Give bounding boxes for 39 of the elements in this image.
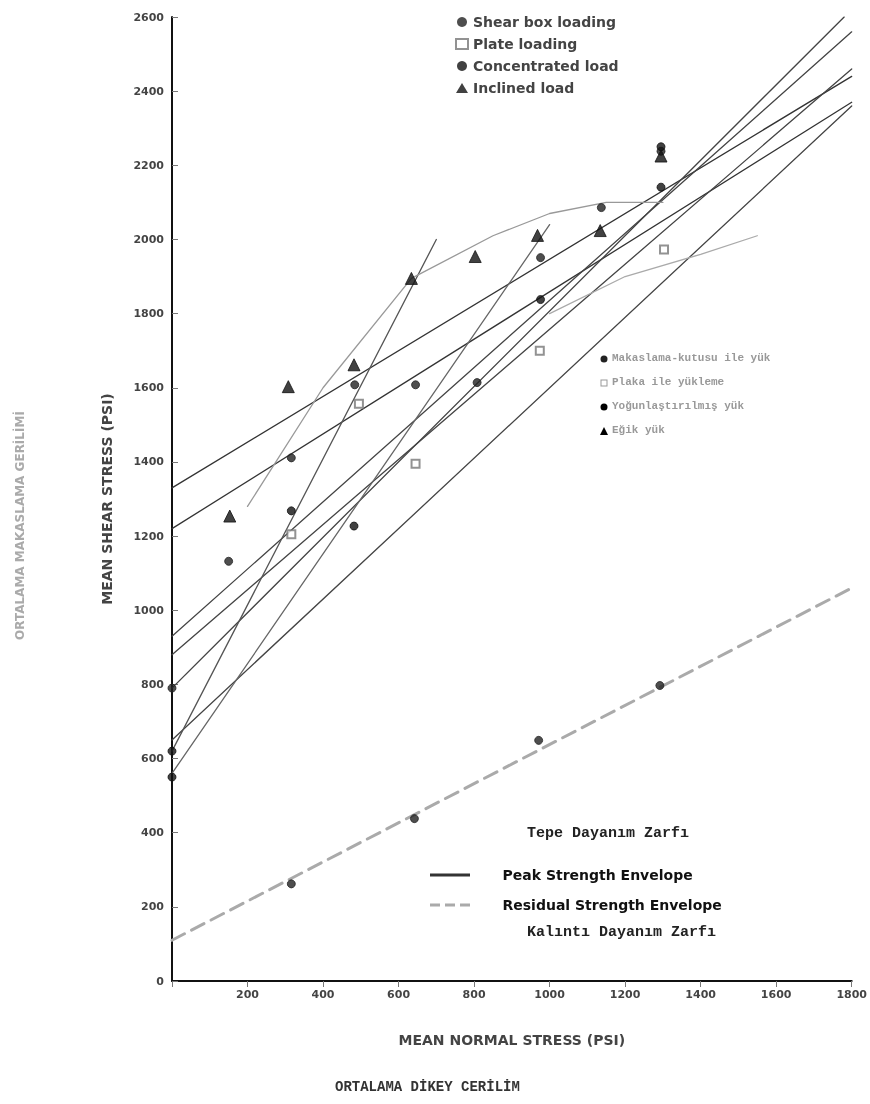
x-tick-label: 1600	[760, 988, 792, 1001]
annotation: Tepe Dayanım Zarfı	[527, 825, 690, 842]
y-tick-label: 1400	[133, 455, 165, 469]
y-tick-label: 1000	[133, 603, 165, 617]
annotation: Kalıntı Dayanım Zarfı	[527, 924, 717, 941]
y-tick-label: 0	[156, 974, 165, 988]
legend-label: Peak Strength Envelope	[502, 867, 693, 883]
x-tick-label: 1800	[836, 988, 868, 1001]
x-tick-label: 800	[462, 988, 486, 1001]
y-tick-label: 800	[141, 677, 165, 691]
x-tick-label: 400	[311, 988, 335, 1001]
annotation: Eğik yük	[612, 423, 666, 436]
y-axis-title: MEAN SHEAR STRESS (PSI)	[99, 393, 115, 605]
y-tick-label: 2000	[133, 232, 165, 246]
x-tick-label: 600	[387, 988, 411, 1001]
annotation: Plaka ile yükleme	[612, 375, 725, 388]
y-tick-label: 2600	[133, 10, 165, 24]
y-tick-label: 200	[141, 900, 165, 914]
text: ORTALAMA MAKASLAMA GERİLİMİ	[12, 411, 27, 640]
legend-label: Residual Strength Envelope	[502, 897, 722, 913]
legend-label: Concentrated load	[473, 58, 619, 74]
x-tick-label: 1400	[685, 988, 717, 1001]
y-tick-label: 1200	[133, 529, 165, 543]
annotation: Makaslama-kutusu ile yük	[612, 351, 771, 364]
x-tick-label: 1200	[609, 988, 641, 1001]
y-tick-label: 1600	[133, 381, 165, 395]
y-tick-label: 1800	[133, 307, 165, 321]
text: ORTALAMA DİKEY CERİLİM	[335, 1079, 520, 1095]
y-tick-label: 600	[141, 752, 165, 766]
y-tick-label: 2200	[133, 158, 165, 172]
legend-label: Inclined load	[473, 80, 575, 96]
x-tick-label: 200	[236, 988, 260, 1001]
annotation: Yoğunlaştırılmış yük	[612, 399, 745, 412]
legend-label: Plate loading	[473, 36, 578, 52]
x-tick-label: 1000	[534, 988, 566, 1001]
legend-label: Shear box loading	[473, 14, 616, 30]
y-tick-label: 400	[141, 826, 165, 840]
x-axis-title: MEAN NORMAL STRESS (PSI)	[398, 1032, 626, 1048]
y-tick-label: 2400	[133, 84, 165, 98]
